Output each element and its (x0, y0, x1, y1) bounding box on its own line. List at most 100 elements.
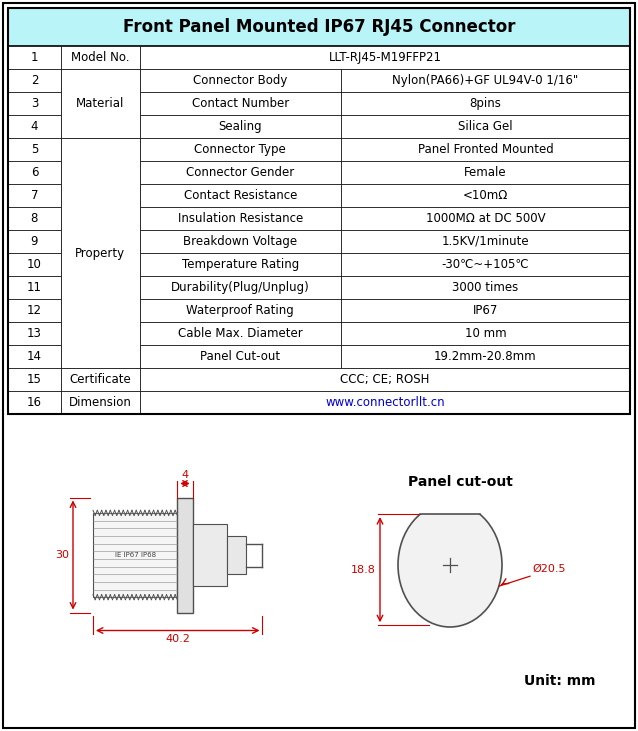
Text: 4: 4 (31, 120, 38, 133)
Text: Contact Resistance: Contact Resistance (184, 189, 297, 202)
Text: 5: 5 (31, 143, 38, 156)
Text: Nylon(PA66)+GF UL94V-0 1/16": Nylon(PA66)+GF UL94V-0 1/16" (392, 74, 579, 87)
Text: Dimension: Dimension (69, 396, 132, 409)
Text: Certificate: Certificate (70, 373, 131, 386)
Bar (8, 8, 630, 46)
Text: 3: 3 (31, 97, 38, 110)
Text: 1000MΩ at DC 500V: 1000MΩ at DC 500V (426, 212, 545, 225)
Bar (8, 391, 61, 414)
Text: 11: 11 (27, 281, 42, 294)
Text: 8pins: 8pins (470, 97, 501, 110)
Bar (61, 184, 140, 207)
Text: 30: 30 (55, 550, 69, 560)
Text: 18.8: 18.8 (351, 564, 376, 575)
Bar (8, 8, 630, 414)
Bar (8, 92, 61, 115)
Bar (140, 230, 341, 253)
Text: 13: 13 (27, 327, 42, 340)
Bar (61, 299, 140, 322)
Text: Connector Body: Connector Body (193, 74, 288, 87)
Bar (8, 230, 61, 253)
Bar (61, 368, 140, 391)
Text: 10: 10 (27, 258, 42, 271)
Bar (140, 253, 341, 276)
Bar (8, 368, 61, 391)
Text: 1: 1 (31, 51, 38, 64)
Bar (341, 345, 630, 368)
Bar (8, 161, 61, 184)
Bar (8, 138, 61, 161)
Bar (93, 513, 177, 597)
Text: CCC; CE; ROSH: CCC; CE; ROSH (340, 373, 429, 386)
Bar (61, 46, 140, 69)
Text: Waterproof Rating: Waterproof Rating (186, 304, 294, 317)
Bar (61, 322, 140, 345)
Bar (61, 207, 140, 230)
Text: Ø20.5: Ø20.5 (532, 564, 565, 575)
Bar (8, 276, 61, 299)
Bar (341, 184, 630, 207)
Text: Sealing: Sealing (218, 120, 262, 133)
Bar (341, 92, 630, 115)
Bar (61, 115, 140, 138)
Bar (341, 322, 630, 345)
Bar (140, 161, 341, 184)
Text: Model No.: Model No. (71, 51, 130, 64)
Text: 16: 16 (27, 396, 42, 409)
Text: Panel Cut-out: Panel Cut-out (200, 350, 280, 363)
Text: www.connectorllt.cn: www.connectorllt.cn (325, 396, 445, 409)
Text: IE IP67 IP68: IE IP67 IP68 (115, 552, 156, 558)
Bar (140, 115, 341, 138)
Bar (8, 184, 61, 207)
Bar (341, 69, 630, 92)
Text: 7: 7 (31, 189, 38, 202)
Text: IP67: IP67 (473, 304, 498, 317)
Text: Cable Max. Diameter: Cable Max. Diameter (178, 327, 302, 340)
Bar (8, 253, 61, 276)
Text: 2: 2 (31, 74, 38, 87)
Bar (341, 276, 630, 299)
Bar (61, 69, 140, 92)
Bar (227, 536, 246, 574)
Bar (140, 184, 341, 207)
Text: Temperature Rating: Temperature Rating (182, 258, 299, 271)
Bar (140, 207, 341, 230)
Bar (61, 253, 140, 276)
Bar (140, 69, 341, 92)
Bar (8, 345, 61, 368)
Text: Silica Gel: Silica Gel (458, 120, 513, 133)
Text: <10mΩ: <10mΩ (463, 189, 508, 202)
Bar (341, 230, 630, 253)
Text: Property: Property (75, 246, 126, 260)
Bar (140, 276, 341, 299)
Text: 4: 4 (181, 469, 189, 480)
Bar (8, 207, 61, 230)
Bar (61, 138, 140, 368)
Text: 10 mm: 10 mm (464, 327, 506, 340)
Bar (140, 368, 630, 391)
Text: Connector Type: Connector Type (195, 143, 286, 156)
Text: 40.2: 40.2 (165, 635, 190, 645)
Text: Unit: mm: Unit: mm (524, 674, 596, 688)
Bar (341, 253, 630, 276)
Bar (140, 299, 341, 322)
Text: 3000 times: 3000 times (452, 281, 519, 294)
Ellipse shape (398, 503, 502, 627)
Text: Durability(Plug/Unplug): Durability(Plug/Unplug) (171, 281, 309, 294)
Text: 1.5KV/1minute: 1.5KV/1minute (441, 235, 529, 248)
Bar (140, 92, 341, 115)
Text: Insulation Resistance: Insulation Resistance (178, 212, 303, 225)
Bar (61, 276, 140, 299)
Bar (8, 69, 61, 92)
Text: Breakdown Voltage: Breakdown Voltage (183, 235, 297, 248)
Bar (341, 115, 630, 138)
Text: Panel cut-out: Panel cut-out (408, 475, 512, 489)
Bar (140, 322, 341, 345)
Bar (393, 493, 507, 514)
Text: 12: 12 (27, 304, 42, 317)
Bar (140, 138, 341, 161)
Bar (61, 161, 140, 184)
Bar (341, 207, 630, 230)
Text: Panel Fronted Mounted: Panel Fronted Mounted (417, 143, 553, 156)
Text: Connector Gender: Connector Gender (186, 166, 295, 179)
